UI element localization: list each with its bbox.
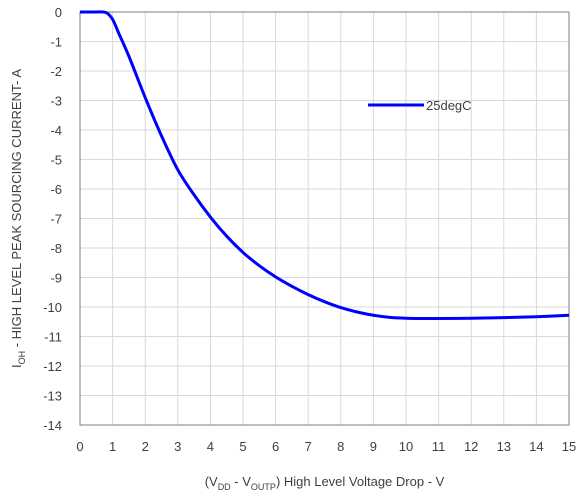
x-tick-label: 4 xyxy=(207,439,214,454)
legend: 25degC xyxy=(368,98,472,113)
y-tick-label: -9 xyxy=(50,271,62,286)
x-tick-label: 1 xyxy=(109,439,116,454)
y-tick-label: -5 xyxy=(50,153,62,168)
y-tick-label: -2 xyxy=(50,64,62,79)
y-tick-label: -3 xyxy=(50,94,62,109)
x-tick-label: 13 xyxy=(497,439,511,454)
y-tick-label: -6 xyxy=(50,182,62,197)
y-tick-label: -1 xyxy=(50,35,62,50)
x-tick-label: 11 xyxy=(432,439,446,454)
x-tick-label: 0 xyxy=(76,439,83,454)
x-tick-label: 3 xyxy=(174,439,181,454)
x-tick-label: 8 xyxy=(337,439,344,454)
y-tick-label: -10 xyxy=(43,300,62,315)
y-tick-label: -12 xyxy=(43,359,62,374)
y-tick-label: -14 xyxy=(43,418,62,433)
legend-label: 25degC xyxy=(426,98,472,113)
y-tick-label: -13 xyxy=(43,389,62,404)
x-tick-label: 12 xyxy=(464,439,478,454)
y-tick-label: 0 xyxy=(55,5,62,20)
x-tick-label: 6 xyxy=(272,439,279,454)
x-tick-label: 5 xyxy=(239,439,246,454)
x-tick-label: 15 xyxy=(562,439,576,454)
series-line-25degC xyxy=(79,10,570,321)
x-axis-title: (VDD - VOUTP) High Level Voltage Drop - … xyxy=(205,474,445,492)
y-tick-label: -8 xyxy=(50,241,62,256)
gridlines xyxy=(79,11,570,426)
x-tick-label: 10 xyxy=(399,439,413,454)
plot-frame xyxy=(79,11,570,426)
x-tick-label: 9 xyxy=(370,439,377,454)
x-tick-labels: 0 1 2 3 4 5 6 7 8 9 10 11 12 13 14 15 xyxy=(76,439,576,454)
y-tick-label: -7 xyxy=(50,212,62,227)
x-tick-label: 2 xyxy=(142,439,149,454)
y-tick-label: -11 xyxy=(44,330,62,345)
y-tick-label: -4 xyxy=(50,123,62,138)
y-tick-labels: 0 -1 -2 -3 -4 -5 -6 -7 -8 -9 -10 -11 -12 -13 -14 xyxy=(43,5,62,433)
y-axis-title: IOH - HIGH LEVEL PEAK SOURCING CURRENT- … xyxy=(9,69,27,368)
x-tick-label: 7 xyxy=(305,439,312,454)
x-tick-label: 14 xyxy=(529,439,543,454)
